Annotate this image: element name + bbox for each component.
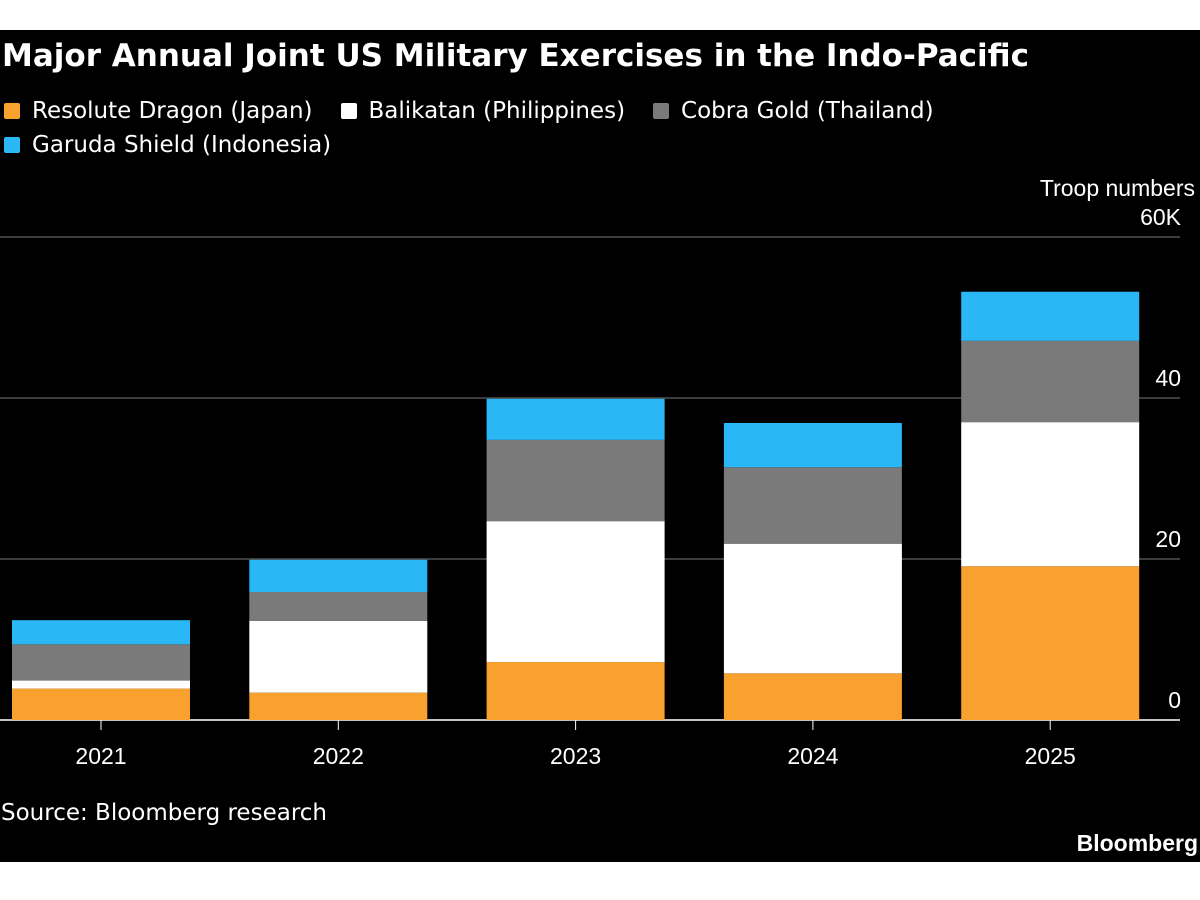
brand: Bloomberg <box>1076 830 1198 856</box>
bar-segment <box>12 680 190 689</box>
bar-segment <box>12 688 190 720</box>
bar-segment <box>249 559 428 593</box>
chart-title: Major Annual Joint US Military Exercises… <box>2 38 1030 74</box>
bar-segment <box>249 692 428 720</box>
legend-label: Garuda Shield (Indonesia) <box>32 132 332 158</box>
bar-segment <box>12 620 190 645</box>
bar-segment <box>723 422 902 468</box>
legend-item: Cobra Gold (Thailand) <box>653 96 934 126</box>
legend-item: Balikatan (Philippines) <box>340 96 626 126</box>
x-tick-label: 2023 <box>550 743 601 769</box>
bar-segment <box>961 566 1140 720</box>
y-tick-label: 20 <box>1155 526 1181 552</box>
source: Source: Bloomberg research <box>1 800 327 826</box>
y-axis-label: Troop numbers <box>1040 175 1195 201</box>
legend-swatch <box>340 103 357 119</box>
bar-segment <box>249 592 428 621</box>
y-tick-label: 40 <box>1155 365 1181 391</box>
bar-segment <box>961 422 1140 567</box>
x-tick-label: 2021 <box>75 743 126 769</box>
bar-segment <box>486 662 665 720</box>
bar-segment <box>961 291 1140 341</box>
bar-segment <box>961 340 1140 423</box>
bar-segment <box>249 620 428 693</box>
x-tick-label: 2024 <box>787 743 838 769</box>
x-tick-label: 2025 <box>1025 743 1076 769</box>
legend-swatch <box>653 103 670 119</box>
y-tick-label: 60K <box>1140 204 1182 230</box>
bar-segment <box>723 543 902 674</box>
x-tick-label: 2022 <box>313 743 364 769</box>
bar-segment <box>486 439 665 522</box>
legend-label: Balikatan (Philippines) <box>368 98 626 124</box>
legend-swatch <box>4 137 20 153</box>
bar-segment <box>12 644 190 681</box>
legend-swatch <box>4 103 20 119</box>
bar-segment <box>486 521 665 663</box>
legend: Resolute Dragon (Japan) Balikatan (Philip… <box>4 96 1024 160</box>
legend-item: Garuda Shield (Indonesia) <box>4 130 331 160</box>
legend-item: Resolute Dragon (Japan) <box>4 96 313 126</box>
bar-segment <box>723 467 902 544</box>
bar-segment <box>723 673 902 720</box>
legend-label: Cobra Gold (Thailand) <box>681 98 934 124</box>
legend-label: Resolute Dragon (Japan) <box>32 98 313 124</box>
bar-segment <box>486 398 665 440</box>
y-tick-label: 0 <box>1168 687 1181 713</box>
